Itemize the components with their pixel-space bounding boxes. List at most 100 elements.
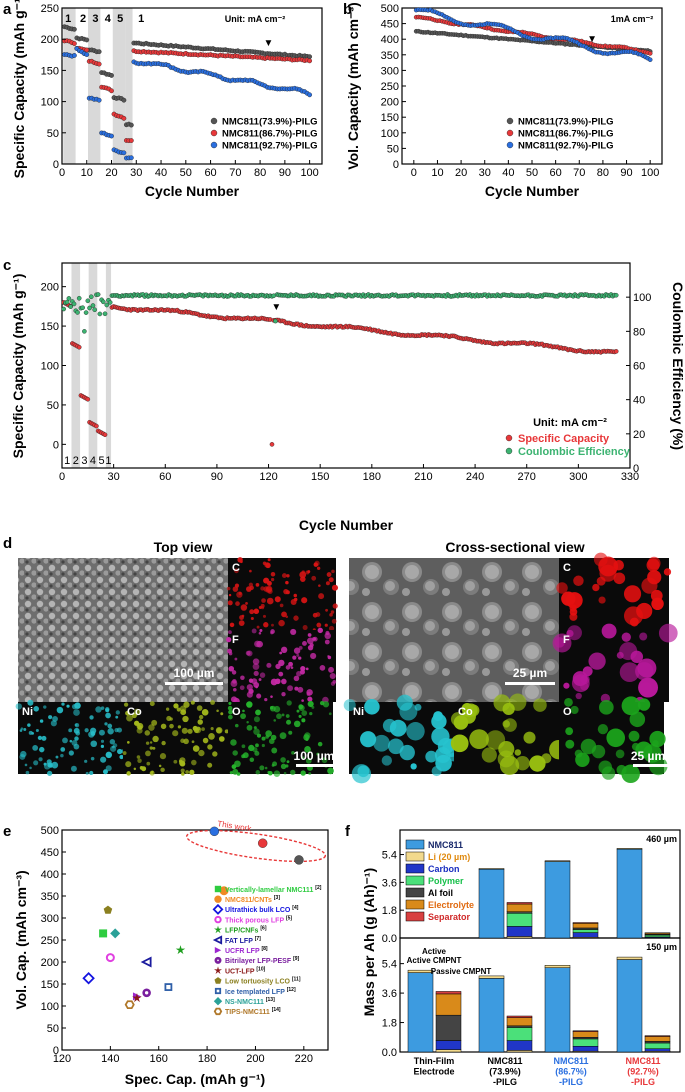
top-map-Ni-dot-3 (33, 705, 40, 712)
panel-c-ce-24 (101, 299, 106, 305)
panel-c-y2tick-label-4: 80 (633, 326, 645, 338)
top-map-Ni-dot-26 (100, 756, 107, 763)
top-map-O-dot-53 (227, 705, 233, 711)
cross-map-Ni-dot-19 (433, 711, 444, 722)
panel-b-legend-label-1: NMC811(86.7%)-PILG (518, 129, 614, 140)
top-map-Ni-dot-66 (47, 770, 53, 776)
cross-map-F-dot-1 (601, 623, 617, 639)
top-map-Ni-dot-82 (71, 740, 78, 746)
top-map-C-dot-83 (256, 625, 260, 629)
cross-map-F-dot-17 (588, 652, 606, 670)
panel-c-cap-322 (613, 349, 619, 354)
top-map-Ni-dot-37 (104, 722, 108, 726)
panel-a-rate-label-2: 3 (92, 13, 98, 25)
top-map-Co-dot-87 (169, 717, 173, 721)
top-map-O-dot-24 (231, 764, 237, 770)
panel-e-xtick-label-1: 140 (101, 1053, 119, 1065)
panel-f-category-2-line-0: NMC811 (553, 1056, 588, 1066)
panel-e-this-work-point-0 (209, 826, 220, 837)
cross-map-C-dot-21 (613, 559, 624, 571)
panel-c-xtick-label-2: 60 (159, 471, 171, 483)
top-map-O-dot-69 (252, 747, 258, 753)
top-map-C-dot-69 (263, 586, 269, 592)
panel-a-point-1-15 (96, 61, 102, 67)
top-map-Co-dot-24 (160, 767, 165, 773)
cross-map-label-F: F (563, 634, 570, 646)
panel-f-top-passive-1-5 (572, 923, 599, 929)
top-map-O-dot-19 (281, 713, 285, 717)
top-map-F-dot-48 (251, 678, 258, 685)
panel-e-legend-marker-2 (212, 903, 224, 915)
panel-e-legend-label-9: Low tortuosity LCO [11] (225, 977, 301, 986)
top-map-Ni-dot-49 (115, 710, 120, 715)
top-map-C-dot-86 (302, 625, 308, 631)
top-map-Ni-dot-85 (56, 706, 64, 714)
panel-c-ytick-label-2: 100 (41, 361, 59, 373)
top-map-O-dot-75 (255, 743, 259, 748)
top-map-Ni-dot-47 (70, 765, 77, 772)
panel-a-shade-1 (88, 8, 101, 164)
cross-map-Ni-dot-4 (399, 702, 418, 721)
panel-a-red-marker: ▼ (264, 38, 274, 49)
panel-c-cap-20 (94, 423, 99, 429)
top-map-F-dot-73 (300, 666, 306, 672)
top-map-F-dot-19 (287, 685, 294, 692)
top-map-F-dot-12 (264, 697, 268, 702)
cross-map-C-dot-17 (641, 577, 658, 594)
panel-c-ytick-label-1: 50 (47, 400, 59, 412)
panel-a-point-1-20 (109, 88, 114, 94)
top-map-Ni-dot-70 (90, 740, 98, 748)
top-map-Co-dot-79 (165, 707, 170, 711)
panel-e-legend-label-7: Bitrilayer LFP-PESF [9] (225, 956, 300, 965)
top-map-C-dot-42 (285, 615, 289, 619)
panel-f-legend-label-6: Separator (428, 912, 471, 922)
top-map-Co-dot-21 (177, 725, 182, 729)
cross-map-O-dot-5 (565, 739, 575, 749)
top-map-O-dot-55 (301, 756, 305, 760)
panel-f-category-1-line-1: (73.9%) (489, 1067, 521, 1077)
top-map-O (228, 702, 333, 774)
panel-a-rate-label-3: 4 (105, 13, 112, 25)
top-map-Ni-dot-20 (73, 709, 80, 716)
top-map-O-dot-14 (300, 770, 306, 776)
top-map-Co-dot-8 (144, 730, 151, 736)
sem-cross-image (349, 558, 559, 702)
top-map-Ni-dot-87 (90, 731, 96, 736)
top-map-Co-dot-3 (126, 771, 131, 776)
top-map-Co-dot-47 (126, 741, 130, 744)
panel-f-ylabel: Mass per Ah (g (Ah)⁻¹) (361, 868, 377, 1016)
cross-map-Ni-dot-21 (343, 699, 356, 712)
top-map-O-dot-51 (327, 767, 334, 775)
panel-f-bottom-active-3-1 (616, 956, 643, 960)
panel-c-y2tick-label-1: 20 (633, 429, 645, 441)
cross-map-C-dot-9 (623, 606, 643, 626)
top-map-Co-dot-35 (145, 741, 150, 745)
top-map-F-dot-24 (228, 630, 232, 635)
top-map-C-dot-14 (301, 597, 308, 604)
panel-a-point-2-15 (96, 97, 102, 103)
top-map-F-dot-65 (246, 684, 253, 691)
top-map-scale-label: 100 µm (294, 749, 335, 763)
cross-map-F-dot-16 (621, 632, 631, 642)
panel-a-xtick-label-8: 80 (254, 167, 266, 179)
panel-e-point-3 (105, 953, 115, 963)
top-map-O-dot-80 (301, 718, 306, 723)
panel-b-ytick-label-4: 200 (381, 97, 399, 109)
panel-f-bottom-active-3-0 (616, 959, 643, 1053)
top-map-C-dot-89 (238, 591, 242, 595)
panel-f-bottom-frame (399, 937, 681, 1053)
panel-f-top-ytick-label-0: 0.0 (382, 933, 397, 945)
cross-map-O-dot-7 (565, 727, 574, 736)
cross-map-Ni-dot-9 (425, 750, 438, 763)
panel-a-point-0-20 (109, 73, 114, 78)
panel-f-category-3-line-2: -PILG (631, 1077, 655, 1087)
top-map-Ni-dot-38 (107, 723, 113, 729)
top-map-Co-dot-84 (196, 705, 203, 711)
top-map-O-dot-7 (253, 716, 260, 723)
top-map-Co-dot-23 (207, 762, 213, 768)
top-map-C-dot-55 (281, 573, 287, 578)
cross-map-O-dot-23 (649, 730, 666, 748)
top-map-C-dot-60 (270, 572, 276, 577)
panel-f-category-3-line-0: NMC811 (625, 1056, 660, 1066)
panel-f-top-passive-1-6 (572, 922, 599, 924)
